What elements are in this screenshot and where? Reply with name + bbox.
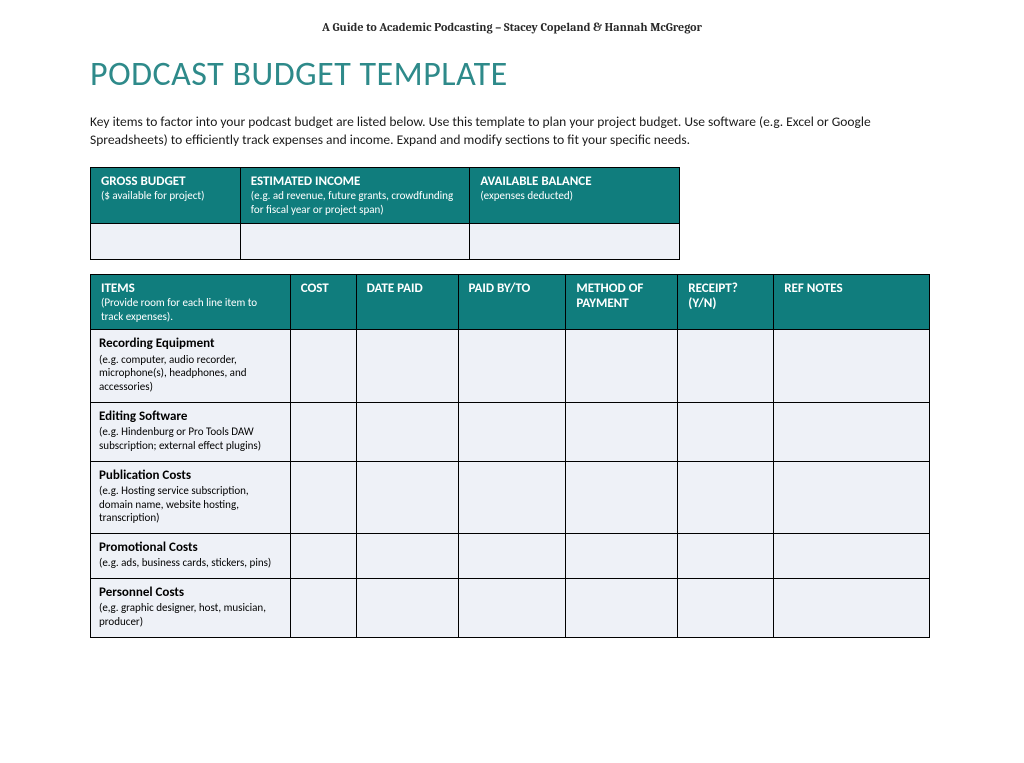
item-notes-cell (774, 579, 930, 638)
intro-text: Key items to factor into your podcast bu… (90, 113, 930, 149)
item-notes-cell (774, 402, 930, 461)
table-row: Promotional Costs(e.g. ads, business car… (91, 534, 930, 579)
item-cell: Publication Costs(e.g. Hosting service s… (91, 461, 291, 534)
item-date_paid-cell (356, 461, 458, 534)
item-receipt-cell (678, 330, 774, 403)
item-title: Publication Costs (99, 468, 282, 484)
summary-balance-value (470, 223, 680, 259)
table-row: Recording Equipment(e.g. computer, audio… (91, 330, 930, 403)
summary-col-balance: AVAILABLE BALANCE (expenses deducted) (470, 168, 680, 224)
item-cost-cell (290, 330, 356, 403)
item-title: Recording Equipment (99, 336, 282, 352)
item-cell: Personnel Costs(e,g. graphic designer, h… (91, 579, 291, 638)
items-col-title: DATE PAID (367, 281, 448, 296)
page-title: PODCAST BUDGET TEMPLATE (90, 54, 934, 95)
item-date_paid-cell (356, 402, 458, 461)
item-sub: (e.g. Hosting service subscription, doma… (99, 484, 282, 525)
summary-row (91, 223, 680, 259)
item-title: Promotional Costs (99, 540, 282, 556)
item-paid_by_to-cell (458, 534, 566, 579)
items-col-paidby: PAID BY/TO (458, 274, 566, 330)
item-method-cell (566, 461, 678, 534)
summary-col-sub: (expenses deducted) (480, 189, 669, 203)
page-header: A Guide to Academic Podcasting – Stacey … (90, 20, 934, 34)
summary-table: GROSS BUDGET ($ available for project) E… (90, 167, 680, 260)
item-cell: Recording Equipment(e.g. computer, audio… (91, 330, 291, 403)
item-method-cell (566, 402, 678, 461)
table-row: Publication Costs(e.g. Hosting service s… (91, 461, 930, 534)
item-sub: (e.g. ads, business cards, stickers, pin… (99, 556, 282, 570)
item-notes-cell (774, 534, 930, 579)
item-sub: (e.g. computer, audio recorder, micropho… (99, 353, 282, 394)
items-col-cost: COST (290, 274, 356, 330)
summary-col-income: ESTIMATED INCOME (e.g. ad revenue, futur… (240, 168, 470, 224)
item-paid_by_to-cell (458, 330, 566, 403)
item-notes-cell (774, 330, 930, 403)
items-col-receipt: RECEIPT? (Y/N) (678, 274, 774, 330)
item-paid_by_to-cell (458, 402, 566, 461)
items-col-title: METHOD OF PAYMENT (576, 281, 667, 311)
item-date_paid-cell (356, 330, 458, 403)
item-cost-cell (290, 534, 356, 579)
item-method-cell (566, 330, 678, 403)
summary-gross-value (91, 223, 241, 259)
item-title: Editing Software (99, 409, 282, 425)
item-paid_by_to-cell (458, 461, 566, 534)
item-receipt-cell (678, 534, 774, 579)
item-cell: Editing Software(e.g. Hindenburg or Pro … (91, 402, 291, 461)
items-col-title: REF NOTES (784, 281, 919, 296)
items-col-method: METHOD OF PAYMENT (566, 274, 678, 330)
items-col-sub: (Provide room for each line item to trac… (101, 296, 280, 324)
summary-col-sub: ($ available for project) (101, 189, 230, 203)
item-date_paid-cell (356, 534, 458, 579)
summary-col-title: ESTIMATED INCOME (251, 174, 460, 189)
table-row: Editing Software(e.g. Hindenburg or Pro … (91, 402, 930, 461)
table-row: Personnel Costs(e,g. graphic designer, h… (91, 579, 930, 638)
item-receipt-cell (678, 579, 774, 638)
item-cell: Promotional Costs(e.g. ads, business car… (91, 534, 291, 579)
item-cost-cell (290, 402, 356, 461)
item-sub: (e,g. graphic designer, host, musician, … (99, 601, 282, 629)
item-notes-cell (774, 461, 930, 534)
items-col-title: COST (301, 281, 346, 296)
summary-col-gross: GROSS BUDGET ($ available for project) (91, 168, 241, 224)
items-col-title: ITEMS (101, 281, 280, 296)
item-sub: (e.g. Hindenburg or Pro Tools DAW subscr… (99, 425, 282, 453)
item-title: Personnel Costs (99, 585, 282, 601)
items-table: ITEMS (Provide room for each line item t… (90, 274, 930, 638)
item-receipt-cell (678, 461, 774, 534)
summary-col-title: AVAILABLE BALANCE (480, 174, 669, 189)
items-col-items: ITEMS (Provide room for each line item t… (91, 274, 291, 330)
item-method-cell (566, 534, 678, 579)
summary-col-title: GROSS BUDGET (101, 174, 230, 189)
item-method-cell (566, 579, 678, 638)
items-col-title: PAID BY/TO (469, 281, 556, 296)
item-receipt-cell (678, 402, 774, 461)
item-paid_by_to-cell (458, 579, 566, 638)
items-col-date: DATE PAID (356, 274, 458, 330)
items-col-title: RECEIPT? (Y/N) (688, 281, 763, 311)
item-cost-cell (290, 461, 356, 534)
summary-col-sub: (e.g. ad revenue, future grants, crowdfu… (251, 189, 460, 217)
items-col-notes: REF NOTES (774, 274, 930, 330)
item-cost-cell (290, 579, 356, 638)
item-date_paid-cell (356, 579, 458, 638)
summary-income-value (240, 223, 470, 259)
